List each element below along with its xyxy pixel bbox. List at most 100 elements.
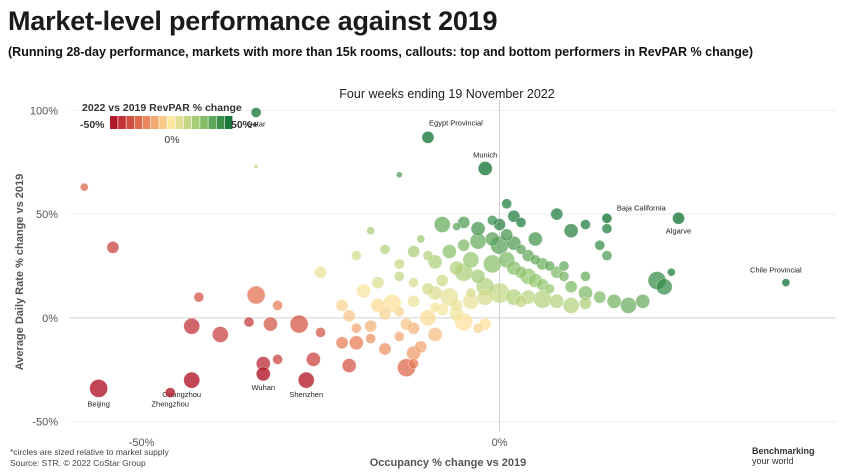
data-point bbox=[365, 333, 376, 344]
data-point bbox=[433, 216, 451, 233]
data-point bbox=[465, 287, 477, 299]
data-point bbox=[379, 244, 391, 255]
chart-title: Four weeks ending 19 November 2022 bbox=[339, 87, 554, 101]
legend-max-label: 50%+ bbox=[231, 119, 258, 131]
point-label: Guangzhou bbox=[162, 390, 201, 399]
point-label: Wuhan bbox=[251, 383, 275, 392]
data-point bbox=[544, 260, 555, 272]
point-label: Qatar bbox=[247, 119, 266, 128]
legend-swatch bbox=[134, 116, 143, 129]
data-point bbox=[483, 254, 502, 274]
data-point bbox=[371, 276, 385, 289]
data-point bbox=[253, 164, 259, 169]
data-point bbox=[485, 231, 500, 247]
data-point bbox=[544, 283, 555, 295]
data-point bbox=[549, 293, 565, 309]
data-point bbox=[408, 277, 419, 288]
data-point bbox=[476, 288, 494, 306]
data-point bbox=[407, 294, 420, 308]
data-point bbox=[635, 293, 651, 309]
legend-swatch bbox=[200, 116, 208, 129]
legend-swatch bbox=[126, 116, 134, 129]
legend-mid-label: 0% bbox=[164, 134, 179, 146]
point-label: Chile Provincial bbox=[750, 266, 802, 275]
data-point bbox=[580, 219, 591, 230]
data-point-labeled bbox=[164, 387, 176, 398]
data-point bbox=[349, 335, 364, 351]
data-point-labeled bbox=[601, 212, 613, 224]
data-point-labeled bbox=[255, 366, 271, 382]
legend-swatch bbox=[216, 116, 225, 129]
data-point bbox=[212, 326, 229, 343]
data-point bbox=[620, 297, 637, 314]
x-tick-label: -50% bbox=[129, 437, 155, 449]
data-point bbox=[564, 280, 578, 294]
data-point bbox=[394, 306, 405, 317]
data-point bbox=[435, 274, 449, 287]
data-point-labeled bbox=[297, 371, 315, 389]
str-logo: Benchmarking your world bbox=[752, 446, 815, 466]
data-point bbox=[601, 223, 613, 234]
data-point bbox=[452, 222, 461, 231]
x-axis-label: Occupancy % change vs 2019 bbox=[370, 457, 527, 469]
legend-swatch bbox=[142, 116, 151, 129]
point-label: Algarve bbox=[666, 226, 691, 235]
point-label: Beijing bbox=[87, 399, 110, 408]
data-point bbox=[449, 260, 464, 276]
data-point bbox=[514, 294, 528, 308]
data-point bbox=[457, 238, 471, 252]
legend-min-label: -50% bbox=[80, 119, 105, 131]
data-point bbox=[341, 358, 357, 373]
data-point bbox=[450, 299, 463, 312]
legend-swatch bbox=[159, 116, 167, 129]
data-point bbox=[335, 299, 349, 312]
data-point bbox=[655, 278, 673, 296]
data-point-labeled bbox=[781, 278, 791, 287]
data-point bbox=[515, 217, 527, 228]
legend-swatch bbox=[167, 116, 175, 129]
data-point bbox=[366, 226, 375, 236]
data-point bbox=[562, 297, 580, 314]
legend-swatch bbox=[224, 116, 233, 129]
point-label: Baja California bbox=[617, 203, 667, 212]
data-point bbox=[356, 283, 371, 299]
data-point bbox=[470, 269, 486, 284]
data-point bbox=[528, 231, 543, 247]
data-point bbox=[579, 297, 592, 310]
point-label: Shenzhen bbox=[289, 390, 323, 399]
point-label: Egypt Provincial bbox=[429, 118, 483, 127]
page-title: Market-level performance against 2019 bbox=[8, 6, 498, 36]
data-point bbox=[80, 182, 89, 192]
legend-swatch bbox=[192, 116, 200, 129]
data-point bbox=[378, 342, 392, 356]
data-point bbox=[429, 302, 441, 313]
data-point bbox=[243, 316, 255, 328]
data-point bbox=[394, 271, 405, 282]
data-point bbox=[601, 250, 613, 261]
logo-line-2: your world bbox=[752, 456, 794, 466]
data-point bbox=[400, 317, 413, 331]
legend-swatch bbox=[151, 116, 159, 129]
data-point bbox=[487, 215, 498, 226]
legend-swatch bbox=[110, 116, 118, 129]
y-tick-label: 50% bbox=[36, 209, 58, 221]
data-point bbox=[246, 285, 266, 305]
data-point bbox=[263, 316, 278, 332]
data-point bbox=[421, 282, 435, 296]
data-point-labeled bbox=[183, 371, 201, 389]
data-point bbox=[272, 300, 283, 311]
data-point bbox=[457, 216, 471, 229]
legend-swatch bbox=[118, 116, 126, 129]
data-point bbox=[314, 265, 327, 279]
data-point bbox=[416, 234, 426, 244]
page-subtitle: (Running 28-day performance, markets wit… bbox=[8, 45, 754, 59]
data-point bbox=[580, 271, 591, 282]
data-point bbox=[422, 250, 434, 261]
data-point bbox=[183, 317, 201, 335]
data-point bbox=[515, 244, 527, 255]
legend-title: 2022 vs 2019 RevPAR % change bbox=[82, 102, 242, 114]
data-point bbox=[342, 309, 356, 323]
y-tick-label: -50% bbox=[32, 417, 58, 429]
data-point bbox=[530, 254, 541, 266]
data-point bbox=[193, 291, 205, 303]
